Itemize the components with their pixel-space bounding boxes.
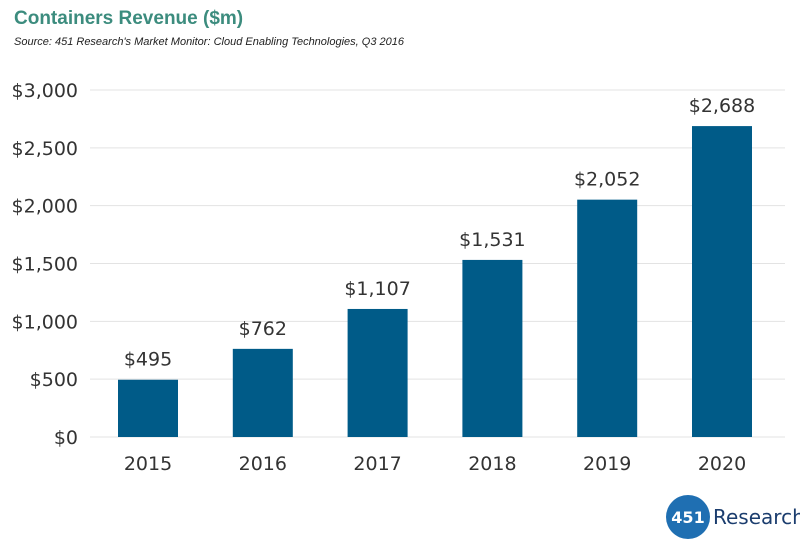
data-label: $1,531 bbox=[459, 229, 525, 251]
logo-text: Research bbox=[713, 505, 800, 529]
data-label: $495 bbox=[124, 349, 172, 371]
bar bbox=[462, 259, 523, 437]
x-tick-label: 2016 bbox=[239, 453, 287, 475]
brand-logo: 451 Research® bbox=[666, 495, 800, 539]
x-tick-label: 2015 bbox=[124, 453, 172, 475]
bar bbox=[692, 126, 752, 437]
bar bbox=[118, 379, 178, 437]
bar bbox=[577, 199, 638, 437]
y-tick-label: $1,000 bbox=[12, 311, 78, 333]
y-tick-label: $3,000 bbox=[12, 80, 78, 102]
y-tick-label: $500 bbox=[30, 369, 78, 391]
data-label: $1,107 bbox=[344, 278, 410, 300]
data-label: $2,688 bbox=[689, 95, 755, 117]
bar bbox=[232, 348, 293, 437]
x-tick-label: 2020 bbox=[698, 453, 746, 475]
data-label: $762 bbox=[239, 318, 287, 340]
y-tick-label: $2,000 bbox=[12, 196, 78, 218]
x-tick-label: 2019 bbox=[583, 453, 631, 475]
bar bbox=[347, 308, 408, 437]
y-tick-label: $1,500 bbox=[12, 254, 78, 276]
chart-title: Containers Revenue ($m) bbox=[14, 8, 244, 29]
x-tick-label: 2018 bbox=[468, 453, 516, 475]
x-tick-label: 2017 bbox=[353, 453, 401, 475]
y-tick-label: $0 bbox=[54, 427, 78, 449]
logo-mark: 451 bbox=[666, 495, 710, 539]
data-label: $2,052 bbox=[574, 169, 640, 191]
chart-source: Source: 451 Research's Market Monitor: C… bbox=[14, 36, 404, 48]
y-tick-label: $2,500 bbox=[12, 138, 78, 160]
